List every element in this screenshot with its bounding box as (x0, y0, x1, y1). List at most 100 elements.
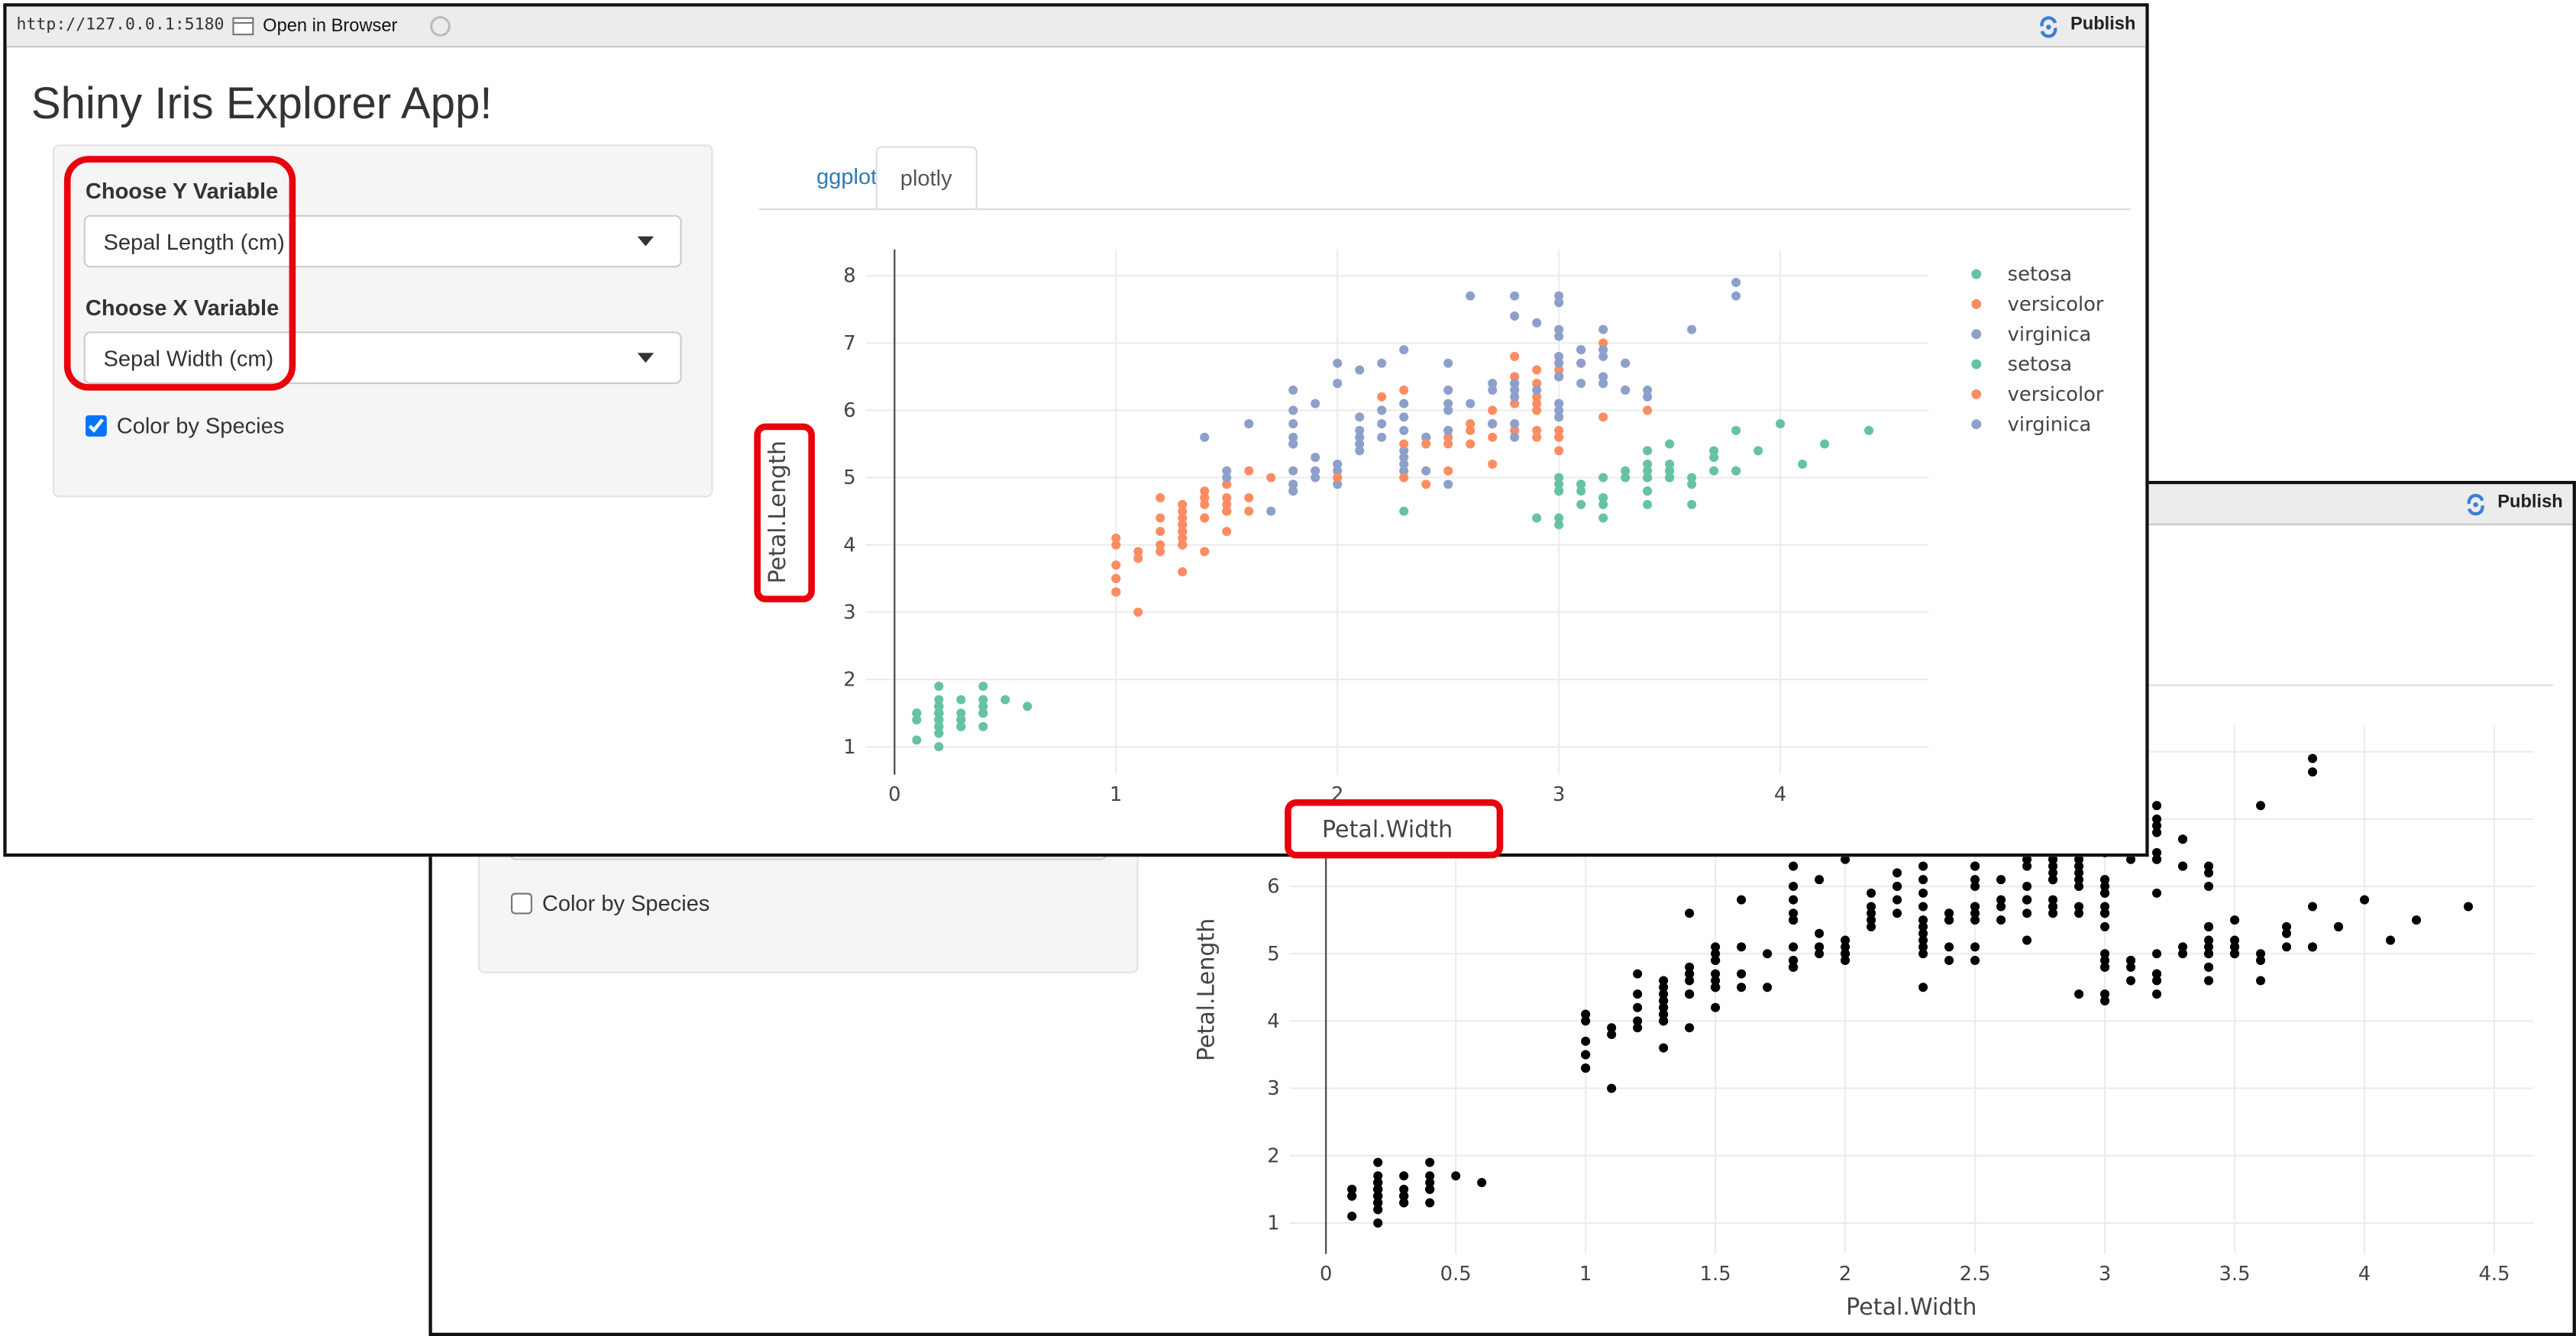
point (1554, 405, 1564, 415)
point (1687, 473, 1697, 482)
point (1133, 607, 1143, 617)
point (1621, 466, 1631, 476)
publish-button[interactable]: Publish (2070, 15, 2136, 35)
y-axis-title: Petal.Length (764, 440, 791, 584)
point (1867, 902, 1876, 912)
point (2230, 935, 2240, 945)
point (1510, 311, 1520, 321)
point (2256, 801, 2266, 811)
point (1554, 520, 1564, 530)
point (1288, 466, 1298, 476)
point (2100, 908, 2110, 918)
point (1711, 949, 1721, 959)
checkbox[interactable] (85, 415, 107, 437)
point (1789, 956, 1799, 966)
y-tick-label: 1 (1267, 1212, 1279, 1235)
x-axis-title: Petal.Width (1322, 816, 1453, 843)
open-in-browser[interactable]: Open in Browser (263, 16, 398, 37)
point (1399, 1171, 1409, 1181)
point (1789, 895, 1799, 905)
point (2204, 868, 2214, 878)
point (934, 702, 944, 712)
point (1333, 479, 1343, 489)
point (1711, 942, 1721, 952)
legend-marker (1971, 269, 1982, 279)
point (1918, 888, 1928, 898)
point (1554, 425, 1564, 435)
point (1399, 459, 1409, 469)
y-tick-label: 3 (1267, 1077, 1279, 1100)
point (1789, 915, 1799, 925)
point (1510, 385, 1520, 395)
point (1918, 875, 1928, 885)
point (1443, 385, 1453, 395)
point (1355, 412, 1365, 422)
checkbox[interactable] (510, 892, 532, 915)
point (1944, 942, 1954, 952)
point (1488, 459, 1498, 469)
point (1200, 486, 1210, 496)
point (1554, 412, 1564, 422)
point (1815, 949, 1825, 959)
point (1892, 908, 1902, 918)
point (1222, 499, 1232, 509)
point (978, 721, 988, 731)
point (1111, 573, 1121, 583)
point (934, 715, 944, 724)
y-tick-label: 8 (843, 265, 855, 288)
x-tick-label: 0 (1320, 1263, 1332, 1286)
tab[interactable]: ggplot (816, 163, 878, 189)
point (2282, 921, 2292, 931)
point (1266, 473, 1276, 482)
point (1598, 513, 1608, 523)
point (2100, 962, 2110, 972)
legend-label: setosa (2008, 263, 2072, 286)
point (1155, 493, 1165, 503)
point (1598, 372, 1608, 382)
point (1488, 405, 1498, 415)
point (1918, 861, 1928, 871)
point (2074, 882, 2084, 892)
point (1355, 425, 1365, 435)
point (2022, 908, 2032, 918)
point (1737, 969, 1747, 979)
point (1399, 345, 1409, 355)
point (1815, 875, 1825, 885)
point (2308, 902, 2318, 912)
point (1155, 527, 1165, 537)
point (1621, 385, 1631, 395)
x-tick-label: 1 (1579, 1263, 1592, 1286)
point (1023, 702, 1033, 712)
point (1554, 473, 1564, 482)
checkbox-row[interactable]: Color by Species (85, 414, 284, 438)
point (1288, 405, 1298, 415)
point (2048, 854, 2058, 864)
point (1581, 1050, 1591, 1060)
point (912, 715, 922, 724)
point (1581, 1036, 1591, 1046)
point (1377, 405, 1387, 415)
tab-underline (758, 208, 2131, 211)
point (2022, 895, 2032, 905)
point (1311, 399, 1320, 408)
point (1659, 976, 1669, 986)
point (1554, 331, 1564, 341)
point (1178, 540, 1188, 550)
point (1399, 473, 1409, 482)
legend-marker (1971, 329, 1982, 340)
point (1598, 379, 1608, 389)
point (1918, 935, 1928, 945)
point (1266, 506, 1276, 516)
point (1643, 446, 1653, 456)
point (1466, 399, 1475, 408)
publish-button[interactable]: Publish (2497, 492, 2563, 512)
point (1355, 432, 1365, 442)
point (1373, 1191, 1383, 1201)
point (1377, 432, 1387, 442)
refresh-icon[interactable] (428, 15, 451, 37)
point (2126, 976, 2136, 986)
legend-label: virginica (2008, 323, 2092, 346)
point (2308, 767, 2318, 777)
checkbox-row[interactable]: Color by Species (510, 891, 709, 916)
point (1532, 385, 1542, 395)
